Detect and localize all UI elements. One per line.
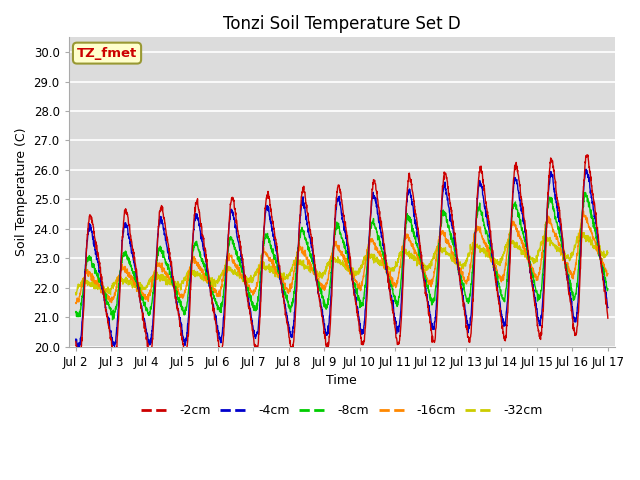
X-axis label: Time: Time [326, 374, 357, 387]
Text: TZ_fmet: TZ_fmet [77, 47, 137, 60]
Title: Tonzi Soil Temperature Set D: Tonzi Soil Temperature Set D [223, 15, 461, 33]
Legend: -2cm, -4cm, -8cm, -16cm, -32cm: -2cm, -4cm, -8cm, -16cm, -32cm [136, 399, 547, 422]
Y-axis label: Soil Temperature (C): Soil Temperature (C) [15, 128, 28, 256]
